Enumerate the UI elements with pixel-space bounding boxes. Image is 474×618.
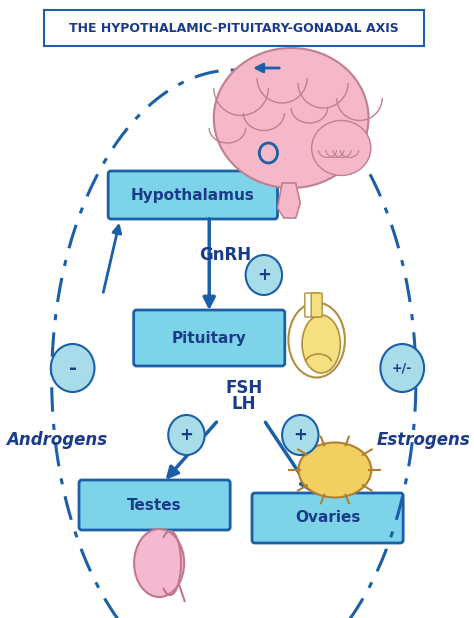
- Text: Hypothalamus: Hypothalamus: [131, 187, 255, 203]
- Ellipse shape: [312, 121, 371, 176]
- Text: Ovaries: Ovaries: [295, 510, 360, 525]
- FancyBboxPatch shape: [252, 493, 403, 543]
- Circle shape: [51, 344, 94, 392]
- Text: -: -: [69, 358, 77, 378]
- Ellipse shape: [302, 315, 340, 373]
- Text: +: +: [257, 266, 271, 284]
- FancyBboxPatch shape: [79, 480, 230, 530]
- PathPatch shape: [277, 183, 300, 218]
- Text: GnRH: GnRH: [200, 246, 252, 264]
- Ellipse shape: [134, 529, 184, 597]
- Ellipse shape: [289, 302, 345, 378]
- Text: +: +: [293, 426, 307, 444]
- Circle shape: [282, 415, 319, 455]
- FancyBboxPatch shape: [108, 171, 277, 219]
- Text: FSH: FSH: [225, 379, 263, 397]
- Text: Estrogens: Estrogens: [376, 431, 470, 449]
- Text: Pituitary: Pituitary: [172, 331, 246, 345]
- Text: Androgens: Androgens: [6, 431, 107, 449]
- Text: Testes: Testes: [128, 497, 182, 512]
- Ellipse shape: [214, 48, 369, 188]
- Circle shape: [381, 344, 424, 392]
- Text: +: +: [180, 426, 193, 444]
- FancyBboxPatch shape: [134, 310, 285, 366]
- Circle shape: [246, 255, 282, 295]
- Text: THE HYPOTHALAMIC-PITUITARY-GONADAL AXIS: THE HYPOTHALAMIC-PITUITARY-GONADAL AXIS: [69, 22, 399, 35]
- Text: LH: LH: [232, 395, 256, 413]
- FancyBboxPatch shape: [311, 293, 322, 317]
- FancyBboxPatch shape: [44, 10, 424, 46]
- Text: +/-: +/-: [392, 362, 412, 375]
- FancyBboxPatch shape: [305, 293, 319, 317]
- Circle shape: [168, 415, 205, 455]
- Ellipse shape: [299, 442, 371, 497]
